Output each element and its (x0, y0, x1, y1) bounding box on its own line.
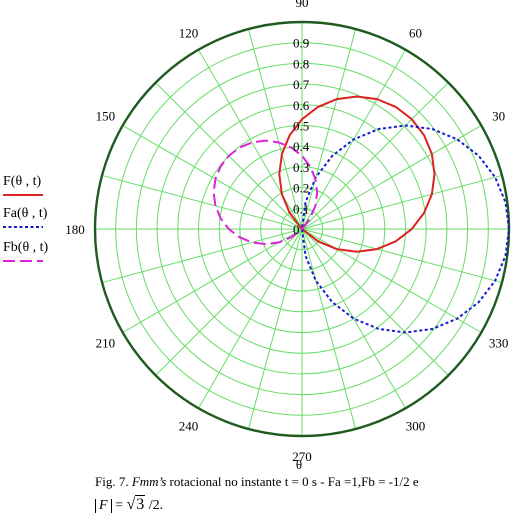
polar-series (212, 95, 511, 334)
grid-spoke (301, 228, 449, 376)
angle-ticks: 0 30 60 90 120 150 180 210 240 270 300 330 (65, 0, 509, 464)
grid-spoke (301, 228, 503, 284)
series-line (212, 139, 319, 246)
radial-tick-label: 0.4 (293, 139, 310, 154)
grid-spoke (301, 228, 406, 409)
grid-spoke (247, 228, 303, 430)
angle-tick-label: 90 (296, 0, 309, 10)
angle-tick-label: 300 (406, 419, 426, 434)
angle-tick-label: 270 (292, 449, 312, 464)
angle-tick-label: 120 (179, 25, 199, 40)
x-axis-label: θ (296, 457, 302, 470)
figure-caption-line1: Fig. 7. Fmm’s rotacional no instante t =… (95, 474, 419, 490)
radial-tick-label: 0.5 (293, 119, 309, 134)
caption-italic: Fmm’s (131, 474, 167, 489)
caption-rest: rotacional no instante t = 0 s - Fa =1,F… (166, 474, 419, 489)
angle-tick-label: 240 (179, 419, 199, 434)
grid-spoke (155, 228, 303, 376)
grid-spoke (301, 125, 482, 230)
angle-tick-label: 150 (96, 109, 116, 124)
grid-spoke (122, 228, 303, 333)
figure-caption-line2: F = √3 /2. (95, 495, 164, 514)
radial-tick-label: 0.1 (293, 201, 309, 216)
grid-spoke (301, 228, 357, 430)
legend-label: Fb(θ , t) (3, 240, 49, 255)
grid-spoke (247, 28, 303, 230)
angle-tick-label: 30 (492, 109, 505, 124)
legend-label: Fa(θ , t) (3, 206, 48, 221)
outer-frame (93, 20, 511, 438)
radial-tick-label: 0.2 (293, 181, 309, 196)
radial-ticks: 0 0.1 0.2 0.3 0.4 0.5 0.6 0.7 0.8 0.9 (293, 36, 310, 237)
series-line (278, 95, 436, 253)
radial-tick-label: 0 (293, 222, 300, 237)
caption-fig-label: Fig. 7. (95, 474, 132, 489)
caption-equals: = (111, 498, 127, 513)
polar-chart: 0306090120150180210240270300330 00.10.20… (3, 0, 511, 470)
grid-spoke (301, 82, 449, 230)
grid-spoke (198, 228, 303, 409)
grid-spoke (101, 174, 303, 230)
radial-tick-label: 0.9 (293, 36, 309, 51)
radial-tick-label: 0.8 (293, 56, 309, 71)
angle-tick-label: 330 (489, 336, 509, 351)
radial-tick-label: 0.6 (293, 98, 310, 113)
legend: F(θ , t) Fa(θ , t) Fb(θ , t) (3, 174, 49, 262)
angle-tick-label: 180 (65, 222, 85, 237)
radial-tick-label: 0.3 (293, 160, 309, 175)
caption-suffix: /2. (145, 498, 164, 513)
legend-label: F(θ , t) (3, 174, 42, 189)
grid-spoke (301, 174, 503, 230)
caption-sqrt: √3 (126, 495, 146, 513)
radial-tick-label: 0.7 (293, 77, 310, 92)
angle-tick-label: 60 (409, 25, 422, 40)
caption-abs-symbol: F (95, 499, 112, 513)
caption-sqrt-arg: 3 (135, 495, 146, 513)
grid-spoke (301, 228, 482, 333)
grid-spoke (122, 125, 303, 230)
grid-spoke (101, 228, 303, 284)
angle-tick-label: 210 (96, 336, 116, 351)
series-line (300, 124, 511, 334)
grid-spoke (301, 28, 357, 230)
